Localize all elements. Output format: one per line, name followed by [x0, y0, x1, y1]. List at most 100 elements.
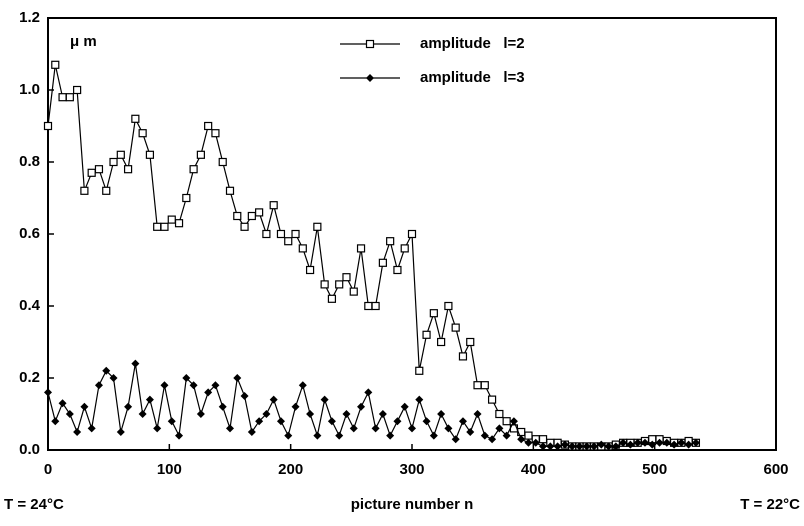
marker — [189, 165, 198, 174]
marker — [196, 410, 205, 418]
marker — [429, 431, 438, 440]
marker — [393, 417, 402, 426]
marker — [145, 150, 155, 159]
marker — [138, 129, 147, 138]
marker — [225, 186, 235, 195]
marker — [327, 417, 336, 426]
marker — [458, 352, 468, 361]
marker — [357, 402, 366, 411]
marker — [466, 428, 475, 436]
marker — [437, 337, 446, 347]
marker — [284, 237, 293, 246]
marker — [604, 442, 613, 451]
marker — [502, 417, 511, 426]
marker — [349, 287, 358, 296]
unit-label: μ m — [70, 33, 97, 50]
marker — [262, 229, 271, 239]
marker — [480, 431, 489, 440]
marker — [670, 440, 679, 449]
marker — [371, 301, 380, 311]
marker — [444, 301, 453, 311]
marker — [335, 431, 344, 440]
marker — [451, 435, 460, 444]
marker — [160, 381, 169, 390]
marker — [553, 442, 562, 451]
marker — [371, 424, 380, 433]
marker — [378, 410, 387, 418]
marker — [65, 93, 74, 102]
marker — [633, 438, 642, 447]
marker — [691, 438, 700, 447]
marker — [407, 229, 417, 239]
marker — [102, 366, 111, 375]
y-tick-label: 0.8 — [19, 153, 40, 170]
marker — [684, 440, 693, 449]
marker — [437, 410, 446, 418]
marker — [44, 388, 52, 397]
marker — [160, 222, 169, 231]
marker — [538, 435, 548, 444]
marker — [240, 222, 249, 231]
marker — [211, 381, 220, 390]
marker — [189, 381, 198, 390]
marker — [247, 428, 256, 436]
marker — [109, 374, 118, 382]
marker — [415, 395, 424, 404]
marker — [546, 442, 555, 451]
series-line — [47, 64, 697, 447]
marker — [262, 410, 271, 418]
marker — [597, 440, 606, 449]
marker — [153, 222, 162, 231]
marker — [408, 424, 416, 433]
x-tick-label: 600 — [763, 461, 788, 478]
right-note: T = 22°C — [740, 496, 800, 513]
marker — [473, 381, 482, 390]
marker — [488, 435, 497, 444]
marker — [182, 193, 191, 203]
marker — [182, 374, 191, 382]
marker — [102, 186, 111, 195]
marker — [94, 381, 103, 390]
marker — [509, 417, 518, 426]
marker — [94, 165, 104, 174]
marker — [517, 435, 526, 444]
marker — [386, 237, 395, 246]
y-tick-label: 0.6 — [19, 225, 40, 242]
marker — [80, 186, 89, 195]
y-tick-label: 0.2 — [19, 369, 40, 386]
marker — [123, 165, 133, 174]
marker — [255, 208, 264, 217]
marker — [400, 244, 409, 253]
marker — [320, 280, 329, 289]
x-tick-label: 500 — [642, 461, 667, 478]
y-tick-label: 1.2 — [19, 9, 40, 26]
marker — [65, 410, 74, 418]
marker — [58, 399, 67, 408]
marker — [349, 424, 358, 433]
legend-marker — [366, 74, 374, 82]
marker — [80, 402, 89, 411]
marker — [204, 121, 213, 131]
x-tick-label: 100 — [157, 461, 182, 478]
marker — [298, 244, 307, 253]
marker — [640, 438, 649, 447]
marker — [269, 201, 278, 210]
marker — [73, 428, 82, 436]
marker — [393, 265, 402, 275]
marker — [255, 417, 264, 426]
marker — [539, 442, 548, 451]
marker — [131, 359, 140, 368]
legend-label: amplitude l=3 — [420, 69, 525, 86]
marker — [480, 381, 489, 390]
marker — [247, 211, 256, 221]
marker — [531, 438, 540, 447]
marker — [298, 381, 307, 390]
x-tick-label: 200 — [278, 461, 303, 478]
series-line — [47, 363, 697, 447]
marker — [87, 424, 96, 433]
marker — [269, 395, 278, 404]
marker — [87, 168, 96, 177]
marker — [116, 150, 125, 159]
marker — [196, 150, 205, 159]
